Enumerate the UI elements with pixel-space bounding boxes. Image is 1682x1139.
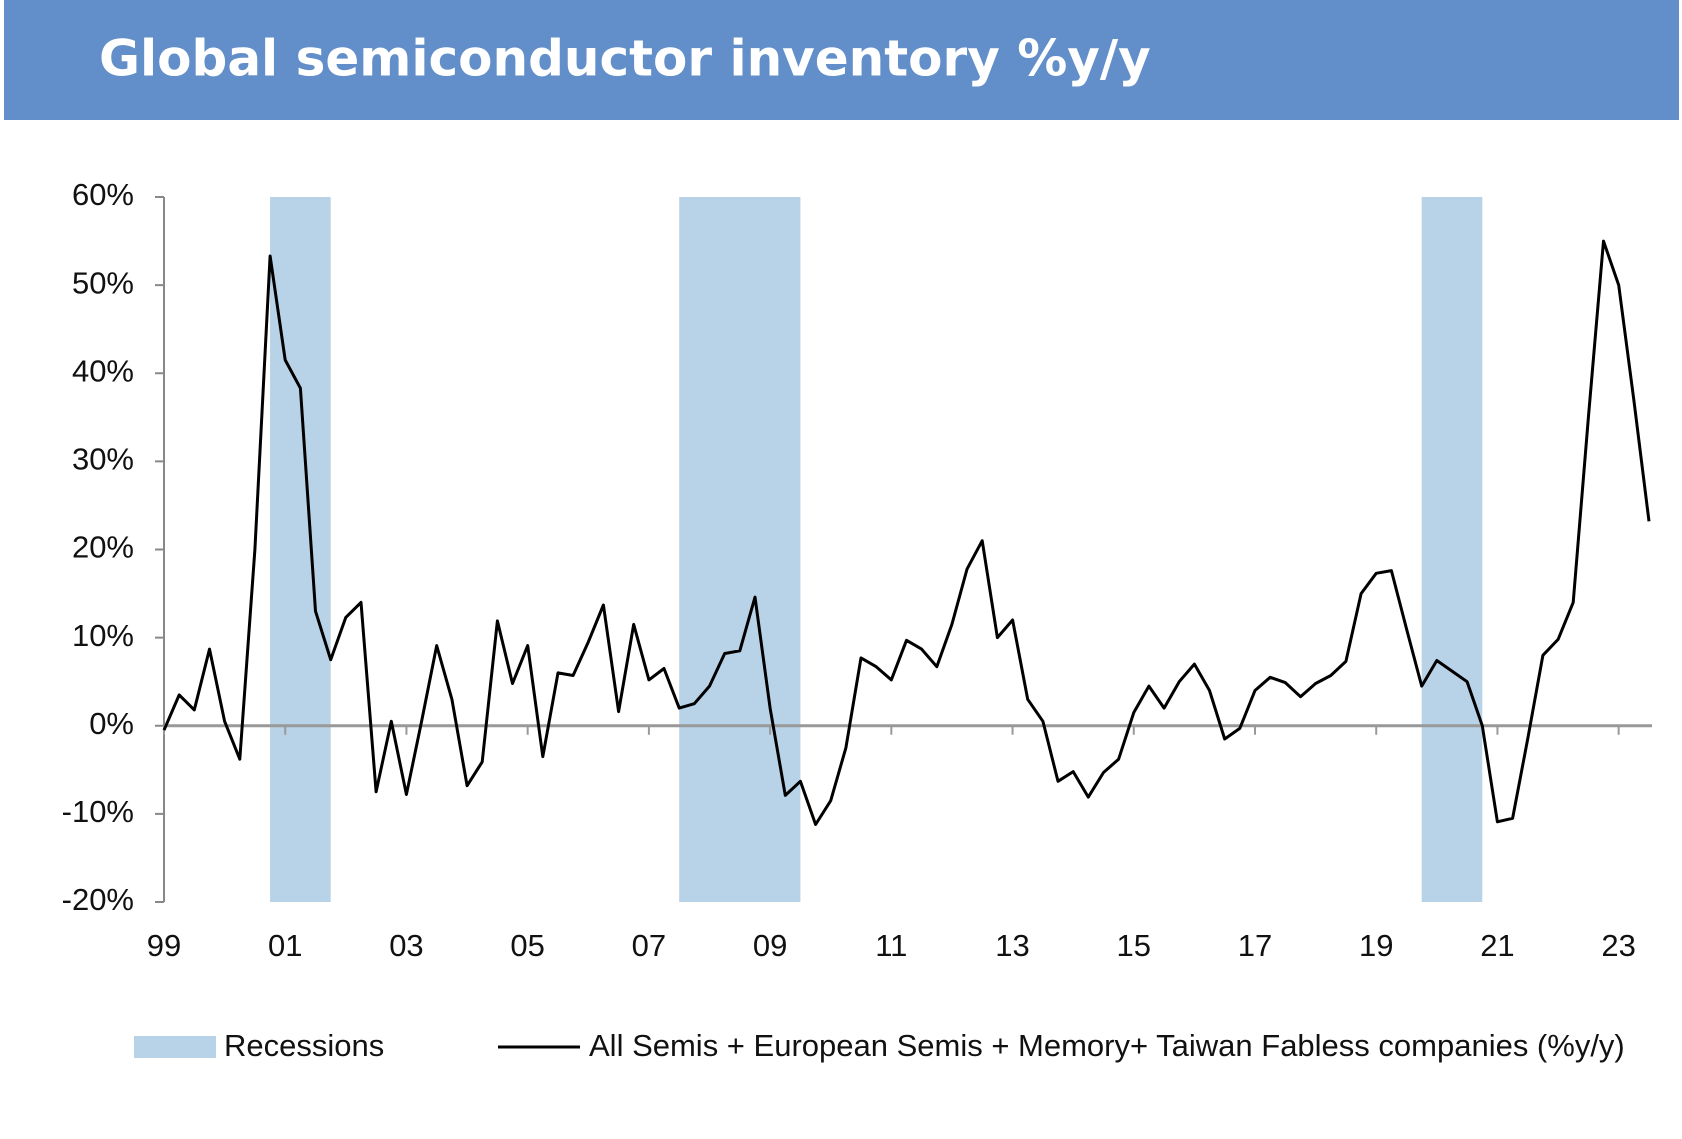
x-tick-label: 03 (389, 928, 423, 963)
x-tick-label: 19 (1359, 928, 1393, 963)
x-tick-label: 01 (268, 928, 302, 963)
x-tick-label: 07 (632, 928, 666, 963)
legend-label: All Semis + European Semis + Memory+ Tai… (589, 1028, 1625, 1063)
x-tick-label: 11 (875, 928, 907, 963)
x-tick-label: 15 (1117, 928, 1151, 963)
legend-swatch (134, 1036, 216, 1058)
x-tick-label: 17 (1238, 928, 1272, 963)
y-tick-label: 30% (72, 442, 134, 477)
y-tick-label: 40% (72, 353, 134, 388)
y-tick-label: 50% (72, 265, 134, 300)
y-tick-label: 10% (72, 618, 134, 653)
chart-title: Global semiconductor inventory %y/y (99, 30, 1151, 88)
y-tick-label: -20% (62, 882, 134, 917)
x-tick-label: 05 (510, 928, 544, 963)
x-tick-label: 09 (753, 928, 787, 963)
x-tick-label: 99 (147, 928, 181, 963)
y-tick-label: 0% (89, 706, 134, 741)
recession-band (1421, 197, 1483, 902)
y-tick-label: 60% (72, 177, 134, 212)
recession-band (679, 197, 801, 902)
recession-band (270, 197, 331, 902)
x-tick-label: 21 (1480, 928, 1514, 963)
x-tick-label: 13 (995, 928, 1029, 963)
data-line (162, 239, 1651, 826)
y-tick-label: 20% (72, 530, 134, 565)
x-tick-label: 23 (1601, 928, 1635, 963)
y-tick-label: -10% (62, 794, 134, 829)
legend-label: Recessions (224, 1028, 384, 1063)
title-banner (4, 0, 1679, 120)
